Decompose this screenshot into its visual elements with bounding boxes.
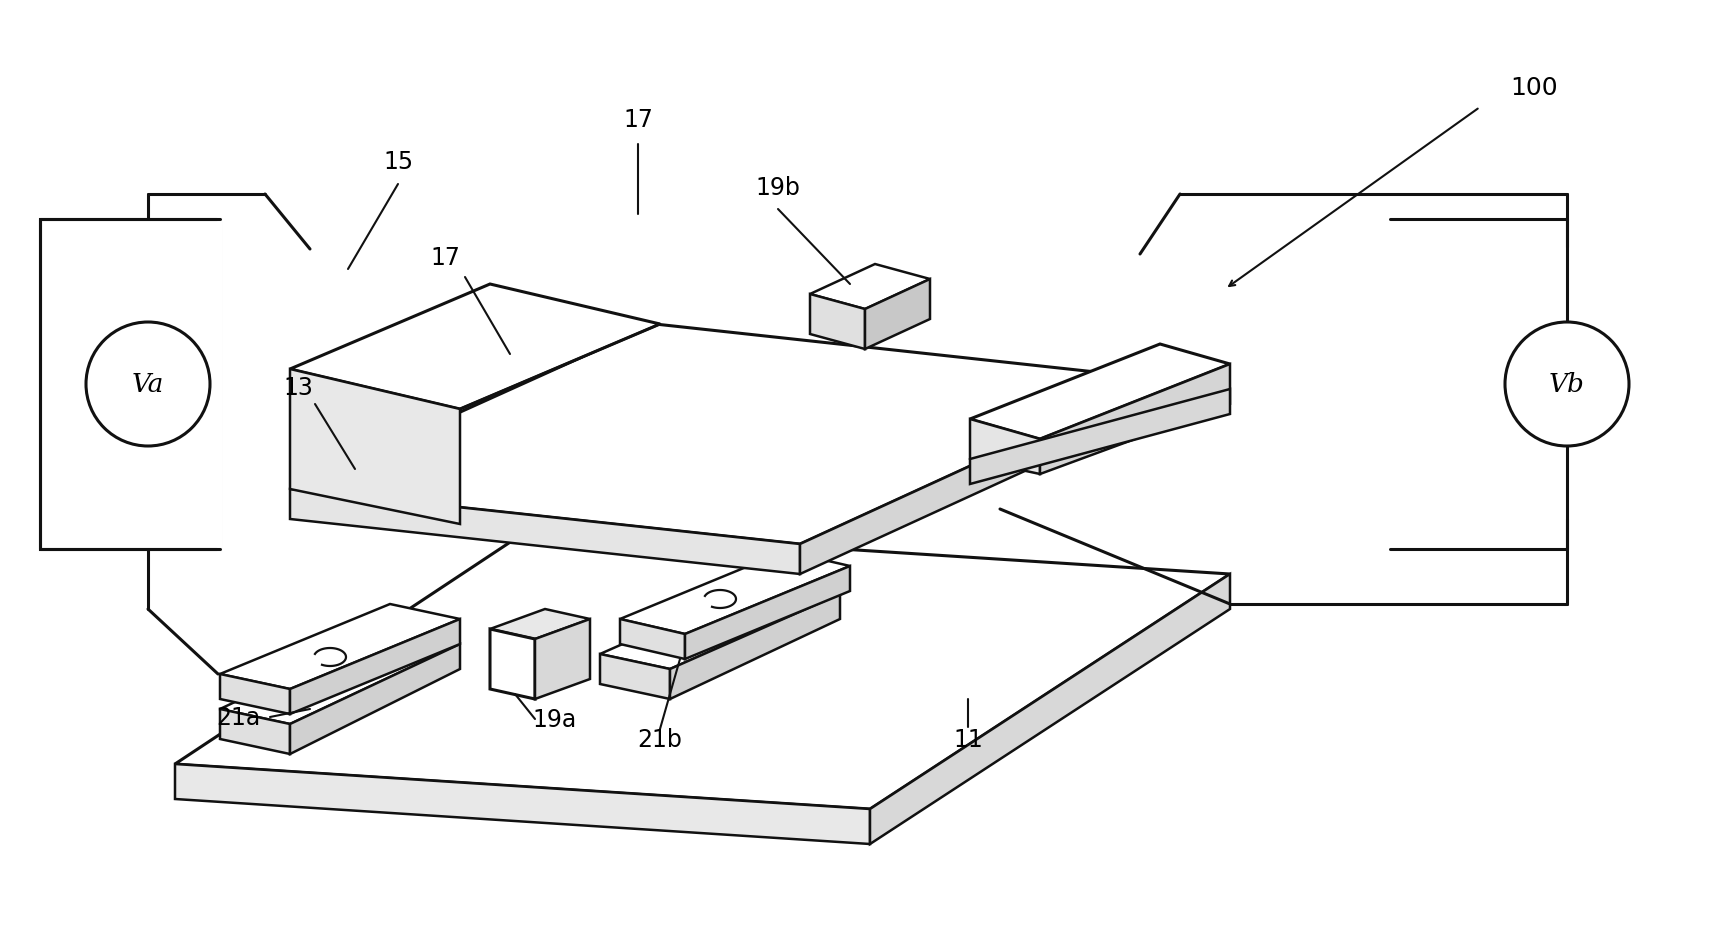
Polygon shape	[175, 764, 869, 844]
Text: Va: Va	[132, 372, 165, 397]
Polygon shape	[290, 370, 460, 525]
Polygon shape	[220, 604, 460, 690]
Polygon shape	[970, 420, 1039, 475]
Polygon shape	[619, 552, 850, 634]
Polygon shape	[866, 280, 930, 349]
Text: 15: 15	[383, 150, 413, 174]
Polygon shape	[534, 619, 590, 699]
Polygon shape	[175, 529, 1230, 809]
Polygon shape	[489, 629, 534, 699]
Text: 19a: 19a	[533, 707, 578, 731]
Text: 11: 11	[953, 727, 982, 751]
Text: 17: 17	[623, 108, 652, 132]
Text: 100: 100	[1509, 76, 1558, 100]
Polygon shape	[600, 579, 840, 669]
Polygon shape	[619, 619, 685, 659]
Circle shape	[87, 323, 210, 447]
Polygon shape	[970, 389, 1230, 485]
Text: Vb: Vb	[1549, 372, 1586, 397]
Polygon shape	[810, 265, 930, 310]
Polygon shape	[970, 345, 1230, 439]
Polygon shape	[290, 324, 1161, 544]
Polygon shape	[220, 709, 290, 755]
Polygon shape	[810, 295, 866, 349]
Polygon shape	[600, 654, 670, 699]
Polygon shape	[220, 674, 290, 714]
Text: 21b: 21b	[637, 727, 682, 751]
Text: 21a: 21a	[215, 705, 260, 730]
Polygon shape	[670, 594, 840, 699]
Polygon shape	[685, 566, 850, 659]
Polygon shape	[489, 609, 590, 640]
Text: 17: 17	[430, 246, 460, 270]
Circle shape	[1504, 323, 1629, 447]
Polygon shape	[290, 489, 800, 575]
Polygon shape	[290, 285, 659, 410]
Text: 19b: 19b	[755, 176, 800, 200]
Polygon shape	[220, 629, 460, 724]
Polygon shape	[290, 644, 460, 755]
Polygon shape	[800, 379, 1161, 575]
Polygon shape	[869, 575, 1230, 844]
Polygon shape	[290, 619, 460, 714]
Text: 13: 13	[283, 375, 312, 400]
Polygon shape	[40, 220, 220, 550]
Polygon shape	[1039, 364, 1230, 475]
